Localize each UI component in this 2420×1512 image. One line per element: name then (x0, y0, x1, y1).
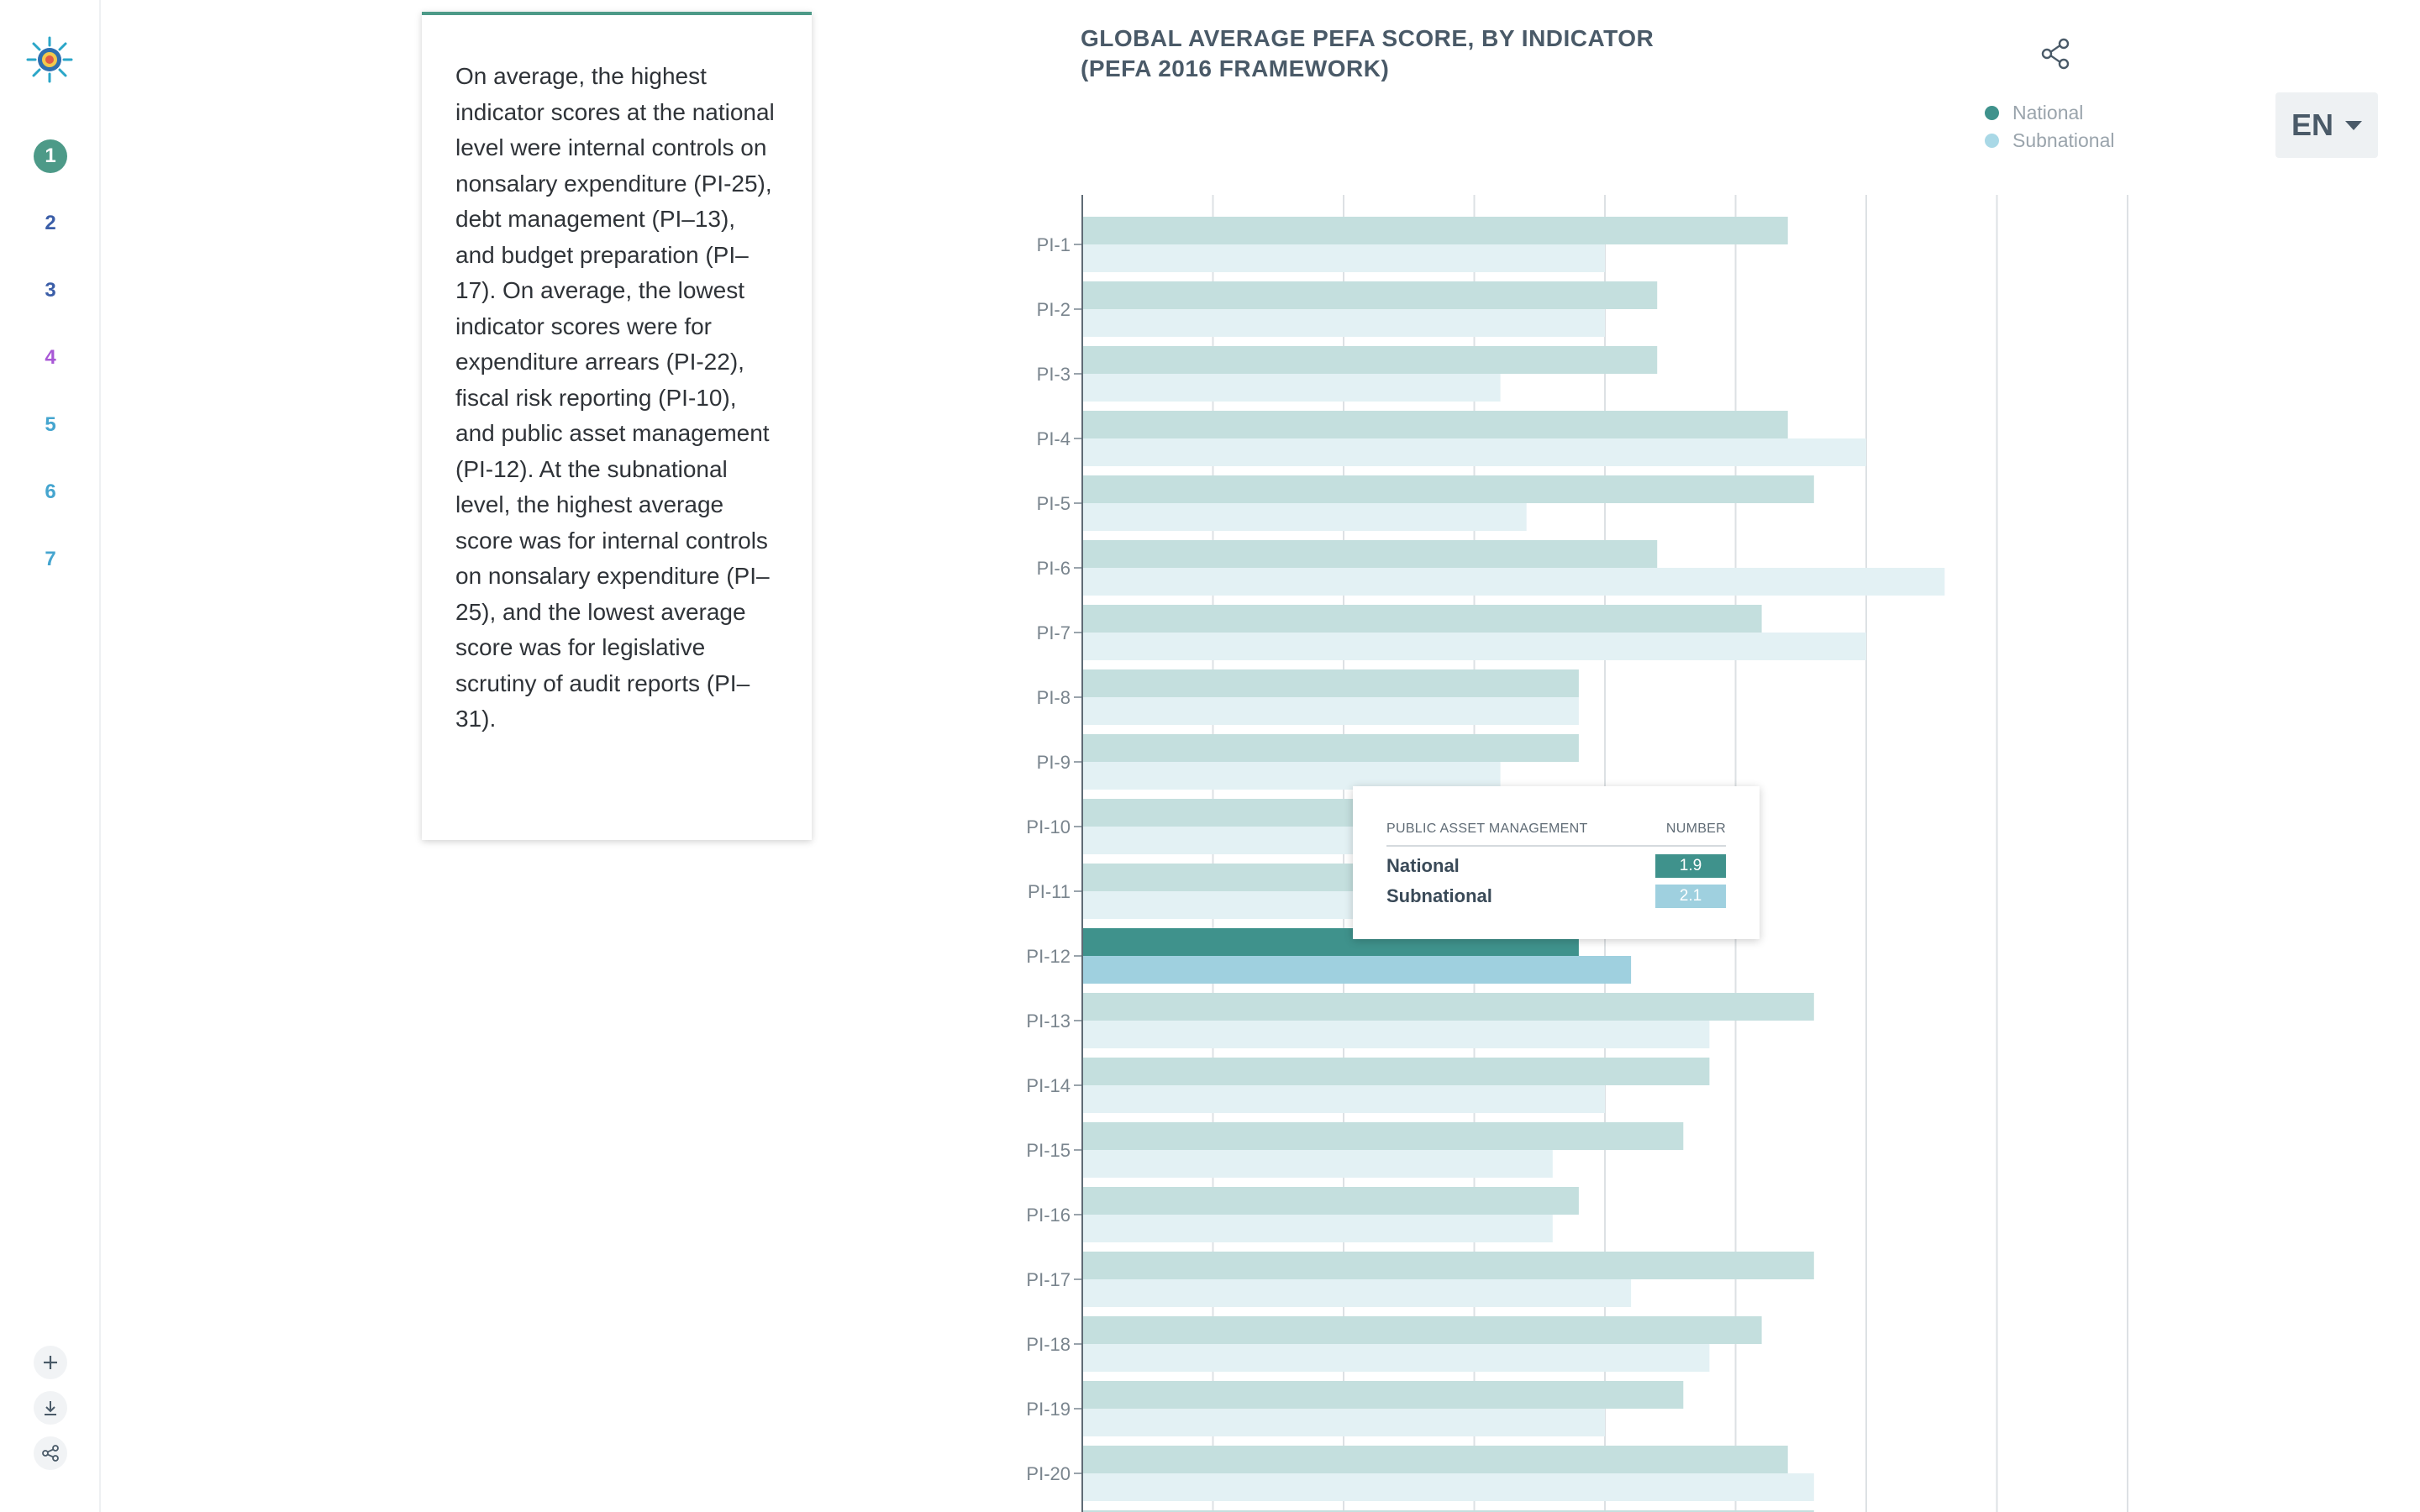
chevron-down-icon (2345, 120, 2362, 130)
bar-subnational[interactable] (1082, 1344, 1710, 1372)
share-button[interactable] (34, 1436, 67, 1470)
zoom-in-button[interactable] (34, 1346, 67, 1379)
plus-icon (44, 1356, 57, 1369)
nav-step-6[interactable]: 6 (45, 480, 56, 503)
tooltip-label-national: National (1386, 855, 1460, 876)
bar-subnational[interactable] (1082, 1279, 1632, 1307)
bar-subnational[interactable] (1082, 438, 1866, 466)
legend-item-subnational[interactable]: Subnational (1985, 127, 2115, 155)
bar-national[interactable] (1082, 217, 1788, 244)
sidebar: 1 2 3 4 5 6 7 (0, 0, 101, 1512)
language-label: EN (2291, 108, 2333, 142)
bar-subnational[interactable] (1082, 1409, 1605, 1436)
bar-national[interactable] (1082, 734, 1579, 762)
y-tick-label: PI-14 (1026, 1075, 1071, 1096)
bar-subnational[interactable] (1082, 374, 1501, 402)
y-tick-label: PI-9 (1037, 752, 1071, 773)
y-tick-label: PI-4 (1037, 428, 1071, 449)
bar-subnational[interactable] (1082, 244, 1605, 272)
bar-national[interactable] (1082, 669, 1579, 697)
y-tick-label: PI-13 (1026, 1011, 1071, 1032)
bar-national[interactable] (1082, 1446, 1788, 1473)
bar-national[interactable] (1082, 1187, 1579, 1215)
y-tick-label: PI-6 (1037, 558, 1071, 579)
tooltip-header: PUBLIC ASSET MANAGEMENT NUMBER (1386, 822, 1726, 847)
chart-title: GLOBAL AVERAGE PEFA SCORE, BY INDICATOR … (1081, 25, 1655, 81)
legend-dot-subnational (1985, 134, 1999, 148)
legend-item-national[interactable]: National (1985, 99, 2115, 127)
y-tick-label: PI-1 (1037, 234, 1071, 255)
bar-national[interactable] (1082, 281, 1658, 309)
legend-label-national: National (2012, 102, 2084, 123)
bar-subnational[interactable] (1082, 762, 1501, 790)
bar-subnational[interactable] (1082, 503, 1527, 531)
bar-national[interactable] (1082, 1122, 1684, 1150)
y-tick-label: PI-10 (1026, 816, 1071, 837)
tooltip-value-subnational: 2.1 (1655, 885, 1726, 908)
bar-subnational[interactable] (1082, 1215, 1553, 1242)
tooltip-row-national: National 1.9 (1386, 852, 1726, 880)
nav-step-5[interactable]: 5 (45, 413, 56, 436)
legend-dot-national (1985, 106, 1999, 120)
share-icon (42, 1445, 59, 1462)
bar-national[interactable] (1082, 993, 1814, 1021)
logo-icon[interactable] (25, 35, 74, 84)
y-tick-label: PI-19 (1026, 1399, 1071, 1420)
bar-subnational[interactable] (1082, 1150, 1553, 1178)
share-icon[interactable] (2037, 35, 2074, 72)
download-icon (45, 1401, 56, 1415)
y-tick-label: PI-15 (1026, 1140, 1071, 1161)
bar-national[interactable] (1082, 605, 1762, 633)
nav-step-1[interactable]: 1 (34, 139, 67, 173)
bar-national[interactable] (1082, 475, 1814, 503)
y-tick-label: PI-8 (1037, 687, 1071, 708)
bar-subnational[interactable] (1082, 568, 1945, 596)
bar-subnational[interactable] (1082, 697, 1579, 725)
tooltip-value-national: 1.9 (1655, 854, 1726, 878)
tooltip-label-subnational: Subnational (1386, 885, 1492, 906)
y-tick-label: PI-17 (1026, 1269, 1071, 1290)
nav-step-4[interactable]: 4 (45, 346, 56, 369)
narrative-card: On average, the highest indicator scores… (422, 12, 812, 840)
nav-step-7[interactable]: 7 (45, 548, 56, 570)
bar-national[interactable] (1082, 540, 1658, 568)
narrative-text: On average, the highest indicator scores… (455, 63, 775, 732)
bar-subnational[interactable] (1082, 956, 1632, 984)
bar-national[interactable] (1082, 1058, 1710, 1085)
nav-step-2[interactable]: 2 (45, 212, 56, 234)
bar-subnational[interactable] (1082, 309, 1605, 337)
bar-national[interactable] (1082, 1316, 1762, 1344)
y-tick-label: PI-7 (1037, 622, 1071, 643)
bar-national[interactable] (1082, 1252, 1814, 1279)
y-tick-label: PI-18 (1026, 1334, 1071, 1355)
y-tick-label: PI-2 (1037, 299, 1071, 320)
bar-national[interactable] (1082, 411, 1788, 438)
bar-subnational[interactable] (1082, 1085, 1605, 1113)
download-button[interactable] (34, 1391, 67, 1425)
tooltip-row-subnational: Subnational 2.1 (1386, 882, 1726, 911)
y-tick-label: PI-3 (1037, 364, 1071, 385)
tooltip-column: NUMBER (1665, 822, 1726, 836)
bar-subnational[interactable] (1082, 1473, 1814, 1501)
y-tick-label: PI-16 (1026, 1205, 1071, 1226)
y-tick-label: PI-11 (1028, 881, 1071, 902)
bar-subnational[interactable] (1082, 1021, 1710, 1048)
chart-tooltip: PUBLIC ASSET MANAGEMENT NUMBER National … (1353, 786, 1760, 939)
bar-national[interactable] (1082, 346, 1658, 374)
chart-legend: National Subnational (1985, 99, 2115, 155)
legend-label-subnational: Subnational (2012, 129, 2115, 151)
bar-national[interactable] (1082, 1381, 1684, 1409)
tooltip-title: PUBLIC ASSET MANAGEMENT (1386, 822, 1588, 836)
y-tick-label: PI-5 (1037, 493, 1071, 514)
language-select[interactable]: EN (2275, 92, 2378, 158)
bar-subnational[interactable] (1082, 633, 1866, 660)
y-tick-label: PI-20 (1026, 1463, 1071, 1484)
bar-national[interactable] (1082, 1510, 1814, 1512)
y-tick-label: PI-12 (1026, 946, 1071, 967)
nav-step-3[interactable]: 3 (45, 279, 56, 302)
